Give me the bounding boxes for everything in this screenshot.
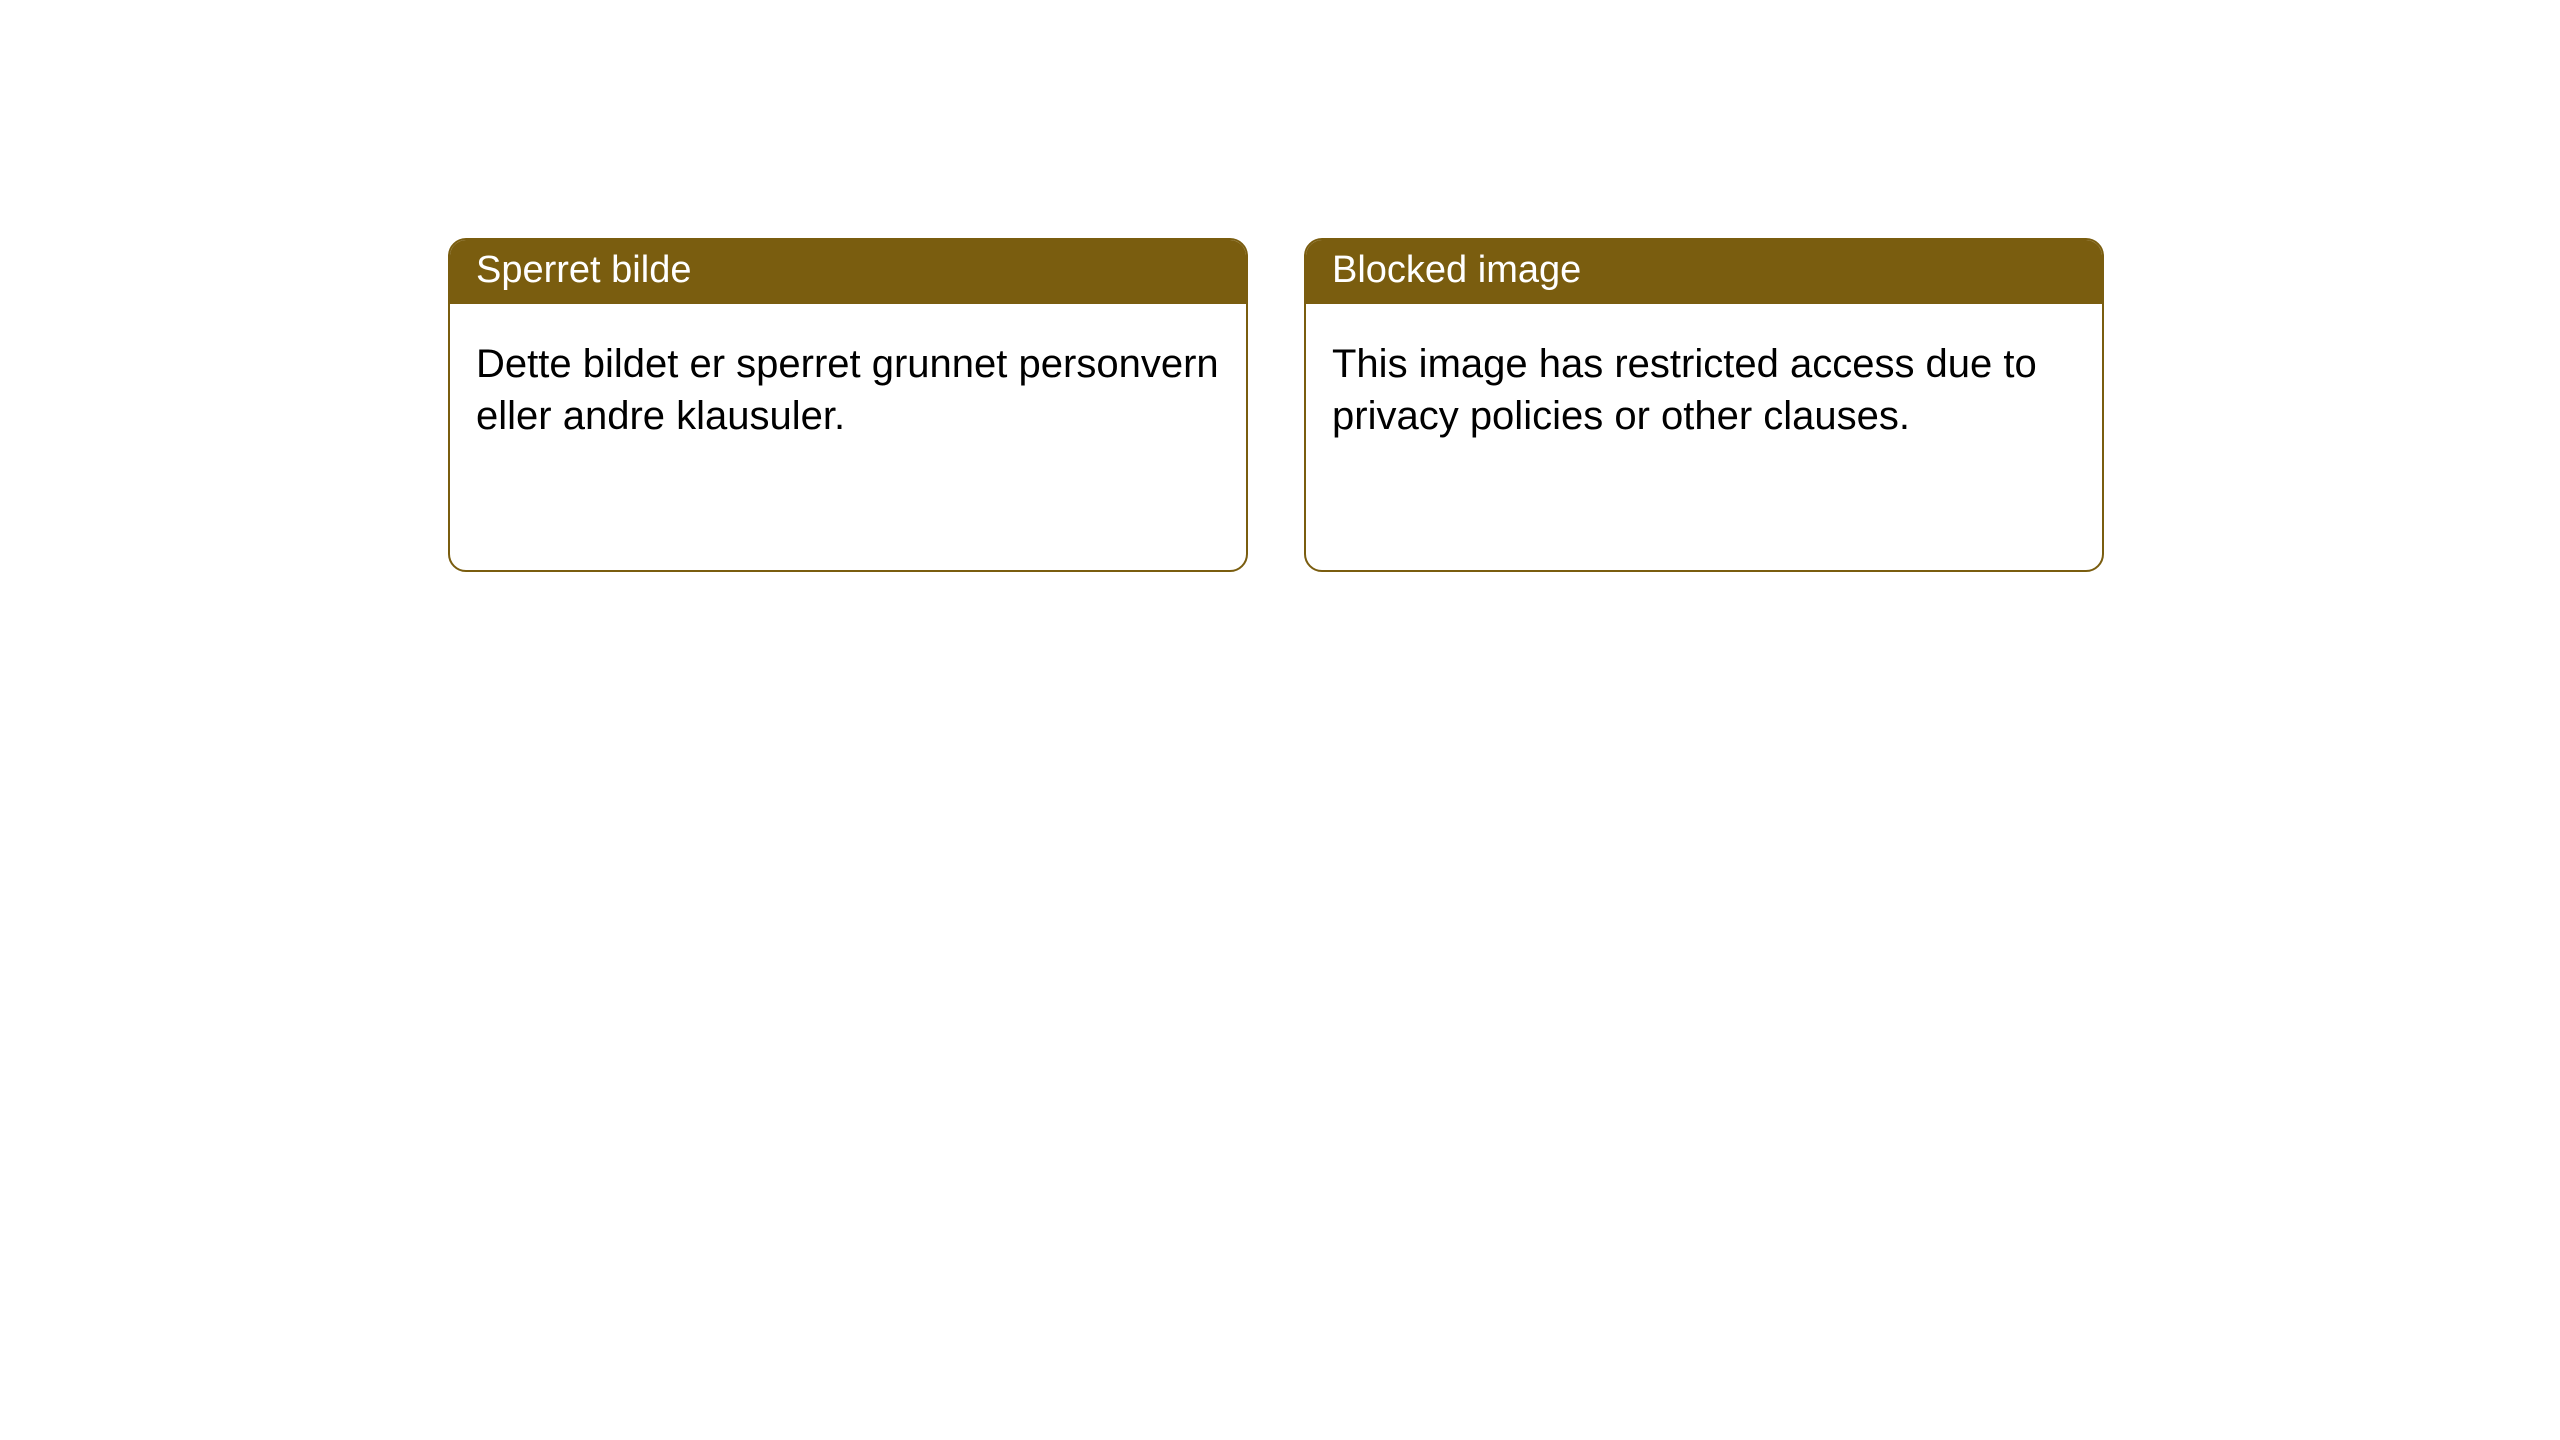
notice-card-norwegian: Sperret bilde Dette bildet er sperret gr… bbox=[448, 238, 1248, 572]
notice-body-english: This image has restricted access due to … bbox=[1306, 304, 2102, 476]
notice-container: Sperret bilde Dette bildet er sperret gr… bbox=[0, 0, 2560, 572]
notice-header-english: Blocked image bbox=[1306, 240, 2102, 304]
notice-title-norwegian: Sperret bilde bbox=[476, 249, 691, 291]
notice-card-english: Blocked image This image has restricted … bbox=[1304, 238, 2104, 572]
notice-header-norwegian: Sperret bilde bbox=[450, 240, 1246, 304]
notice-body-norwegian: Dette bildet er sperret grunnet personve… bbox=[450, 304, 1246, 476]
notice-text-english: This image has restricted access due to … bbox=[1332, 342, 2037, 438]
notice-title-english: Blocked image bbox=[1332, 249, 1581, 291]
notice-text-norwegian: Dette bildet er sperret grunnet personve… bbox=[476, 342, 1219, 438]
